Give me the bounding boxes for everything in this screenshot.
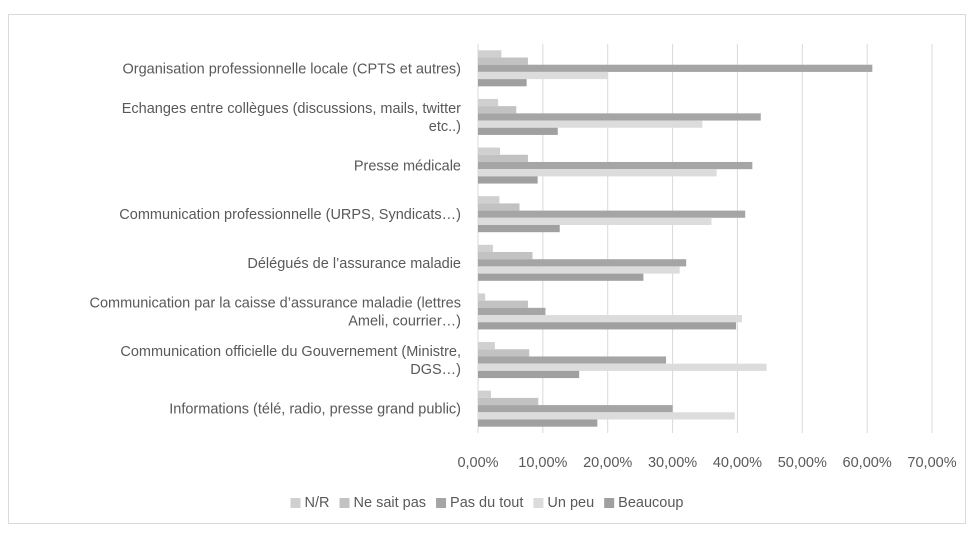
legend-label: Ne sait pas (354, 495, 427, 511)
bar (478, 342, 495, 350)
category-label: etc..) (429, 119, 461, 135)
legend-label: Un peu (547, 495, 594, 511)
bar (478, 419, 598, 427)
bar (478, 98, 499, 107)
bar (478, 176, 538, 184)
bar (478, 50, 502, 58)
x-tick-label: 10,00% (518, 455, 567, 471)
bar (478, 210, 746, 218)
bar (478, 71, 608, 80)
category-label: Organisation professionnelle locale (CPT… (123, 61, 462, 77)
bar (478, 127, 558, 135)
category-label: Echanges entre collègues (discussions, m… (122, 101, 461, 117)
legend-label: Beaucoup (618, 495, 683, 511)
bar (478, 161, 753, 170)
x-tick-label: 20,00% (583, 455, 632, 471)
category-label: Presse médicale (354, 159, 461, 175)
bar (478, 64, 873, 72)
bar (478, 79, 527, 87)
bar (478, 259, 687, 267)
x-tick-label: 40,00% (713, 455, 762, 471)
category-label: Communication professionnelle (URPS, Syn… (119, 207, 461, 223)
bar (478, 196, 500, 204)
bar (478, 349, 530, 357)
category-label: DGS…) (410, 362, 461, 378)
bar (478, 293, 486, 301)
bar (478, 154, 528, 162)
bar (478, 405, 673, 413)
bar (478, 322, 737, 330)
x-tick-label: 70,00% (907, 455, 956, 471)
legend-swatch (290, 498, 301, 508)
bar (478, 370, 580, 379)
bar (478, 147, 501, 155)
bar (478, 57, 528, 65)
legend-label: N/R (305, 495, 330, 511)
legend-swatch (436, 498, 447, 508)
bar (478, 252, 533, 260)
bar (478, 390, 491, 398)
bar (478, 169, 717, 177)
bars (478, 50, 873, 427)
bar (478, 113, 761, 121)
bar (478, 363, 767, 371)
bar (478, 412, 735, 420)
bar (478, 397, 539, 406)
x-tick-labels: 0,00% 10,00% 20,00% 30,00% 40,00% 50,00% 60,00… (457, 455, 956, 471)
bar (478, 356, 667, 364)
bar (478, 300, 528, 308)
x-tick-label: 0,00% (457, 455, 498, 471)
legend-swatch (604, 498, 615, 508)
bar (478, 266, 680, 274)
category-labels: Organisation professionnelle locale (CPT… (89, 61, 461, 417)
category-label: Communication officielle du Gouvernement… (120, 344, 461, 360)
x-tick-label: 50,00% (778, 455, 827, 471)
bar (478, 224, 560, 233)
bar (478, 106, 517, 114)
bar (478, 315, 742, 323)
legend-label: Pas du tout (450, 495, 523, 511)
bar (478, 203, 520, 211)
bar (478, 273, 644, 281)
category-label: Communication par la caisse d’assurance … (89, 295, 461, 311)
category-label: Informations (télé, radio, presse grand … (169, 402, 461, 418)
bar (478, 120, 703, 128)
category-label: Délégués de l’assurance maladie (247, 256, 461, 272)
legend-swatch (533, 498, 544, 508)
bar (478, 217, 712, 225)
legend: N/R Ne sait pas Pas du tout Un peu Beaucoup (290, 495, 683, 511)
x-tick-label: 60,00% (843, 455, 892, 471)
legend-swatch (339, 498, 350, 508)
x-tick-label: 30,00% (648, 455, 697, 471)
category-label: Ameli, courrier…) (348, 313, 461, 329)
bar (478, 244, 493, 253)
bar (478, 307, 546, 316)
